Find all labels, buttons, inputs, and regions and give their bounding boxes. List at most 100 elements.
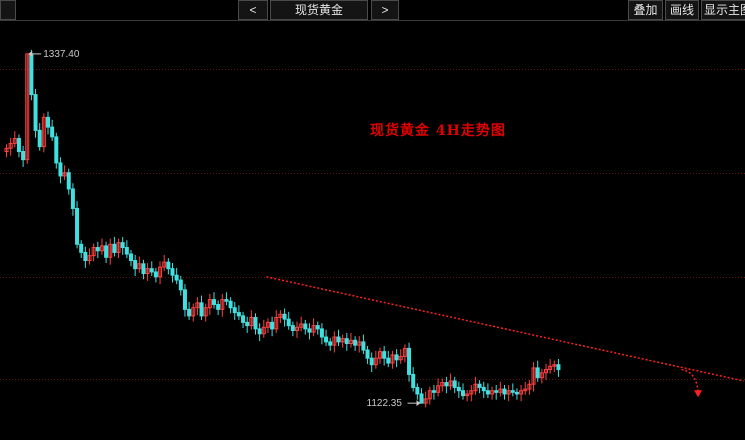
chart-annotation: 现货黄金 4H走势图: [370, 122, 506, 139]
candle-body: [427, 390, 432, 400]
candle-body: [158, 266, 163, 278]
show-main-chart-button[interactable]: 显示主图: [701, 0, 745, 20]
candle-body: [79, 243, 84, 253]
candle-body: [37, 129, 42, 148]
candle-body: [290, 325, 295, 332]
candle-body: [25, 53, 30, 161]
overlay-button[interactable]: 叠加: [628, 0, 663, 20]
candle-body: [104, 245, 109, 258]
grid-lines: [0, 69, 745, 380]
candle-body: [307, 328, 312, 333]
candle-body: [436, 385, 441, 393]
candle-body: [75, 207, 80, 245]
candle-body: [195, 302, 200, 309]
candle-body: [452, 380, 457, 388]
candle-body: [137, 263, 142, 270]
candle-body: [245, 321, 250, 327]
candle-body: [469, 390, 474, 395]
candle-body: [58, 162, 63, 177]
high-price-label: 1337.40: [43, 49, 80, 60]
candle-body: [502, 388, 507, 395]
candle-body: [319, 328, 324, 338]
candle-body: [394, 354, 399, 361]
candle-body: [203, 307, 208, 317]
candles-group: [4, 49, 561, 408]
candle-body: [398, 356, 403, 361]
instrument-title: 现货黄金: [270, 0, 368, 20]
next-instrument-button[interactable]: >: [371, 0, 399, 20]
candle-body: [207, 299, 212, 309]
candle-body: [485, 390, 490, 395]
candle-body: [490, 390, 495, 395]
candle-body: [66, 172, 71, 190]
candle-body: [46, 116, 50, 128]
candle-body: [232, 307, 237, 314]
candle-body: [4, 147, 9, 153]
candle-body: [91, 247, 96, 257]
candle-body: [552, 364, 557, 367]
candle-body: [419, 393, 424, 404]
candle-body: [228, 300, 233, 309]
candle-body: [62, 172, 67, 177]
candle-body: [124, 247, 129, 255]
candle-body: [95, 247, 100, 252]
toolbar: < 现货黄金 > 叠加 画线 显示主图: [0, 0, 745, 20]
candle-body: [353, 339, 358, 346]
candle-body: [461, 390, 465, 397]
candle-body: [70, 188, 75, 209]
candle-body: [253, 316, 258, 330]
candle-body: [531, 367, 536, 385]
candle-body: [477, 383, 482, 388]
candle-body: [265, 321, 270, 328]
candle-body: [282, 313, 287, 320]
candle-body: [54, 136, 59, 164]
candle-body: [149, 268, 154, 273]
candle-body: [33, 94, 38, 131]
candle-body: [145, 268, 150, 275]
candle-body: [41, 116, 46, 148]
candle-body: [236, 312, 241, 317]
candle-body: [99, 245, 104, 252]
forecast-arrow-line: [681, 368, 699, 392]
candle-body: [506, 390, 511, 395]
candle-body: [514, 391, 519, 395]
candle-body: [539, 372, 544, 379]
candle-body: [332, 336, 337, 346]
candle-body: [344, 338, 349, 345]
candle-body: [311, 325, 316, 333]
candle-body: [12, 138, 17, 144]
candle-body: [299, 323, 304, 328]
candle-body: [519, 390, 524, 395]
left-panel-stub-button[interactable]: [0, 0, 16, 20]
candle-body: [83, 251, 88, 262]
candle-body: [199, 302, 204, 317]
draw-line-button[interactable]: 画线: [665, 0, 699, 20]
candle-body: [510, 390, 515, 393]
candle-body: [170, 268, 175, 276]
previous-instrument-button[interactable]: <: [238, 0, 268, 20]
candle-body: [328, 341, 333, 346]
candle-body: [402, 347, 407, 358]
candle-body: [448, 380, 453, 387]
low-marker-arrow: [416, 400, 421, 407]
candle-body: [336, 336, 341, 343]
overlays-group: [28, 50, 744, 407]
candle-body: [116, 242, 121, 253]
candle-body: [191, 307, 196, 317]
candle-body: [324, 336, 329, 343]
candle-body: [423, 398, 428, 404]
candle-body: [548, 365, 553, 371]
candle-body: [431, 390, 436, 393]
candle-body: [382, 351, 387, 359]
candle-body: [365, 349, 370, 359]
candle-body: [373, 357, 378, 366]
candle-body: [50, 126, 55, 138]
candle-body: [241, 315, 246, 323]
candle-body: [257, 328, 262, 335]
candle-body: [361, 341, 366, 351]
candlestick-chart[interactable]: 现货黄金 4H走势图 1337.40 1122.35: [0, 20, 745, 440]
candle-body: [141, 263, 146, 275]
candle-body: [112, 243, 117, 253]
candle-body: [390, 354, 395, 364]
candle-body: [544, 369, 548, 374]
